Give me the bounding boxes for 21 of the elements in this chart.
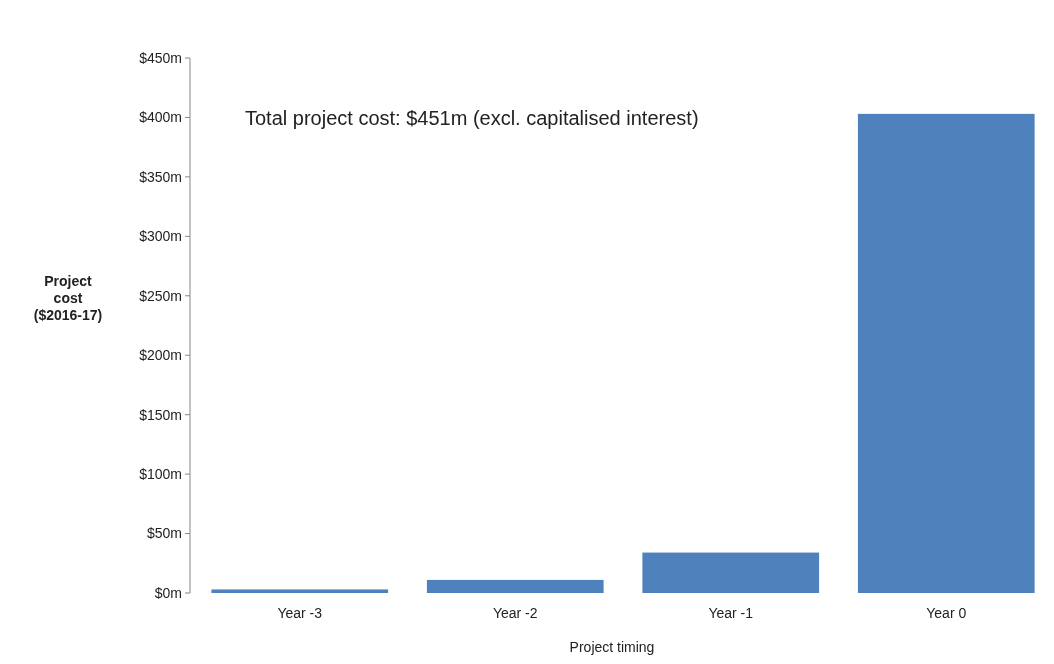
y-tick-label: $50m [146,525,182,542]
x-axis-title: Project timing [569,639,655,655]
y-tick-label: $250m [139,287,182,304]
y-tick-label: $450m [139,49,182,66]
y-tick-label: $200m [139,347,182,364]
y-tick-label: $350m [139,168,182,185]
x-tick-label: Year -1 [708,605,754,621]
bar [211,589,389,593]
bar [426,579,604,593]
y-tick-label: $400m [139,109,182,126]
y-tick-label: $300m [139,228,182,245]
bar [642,552,820,593]
y-axis-title: Project cost ($2016-17) [33,272,103,323]
y-tick-label: $100m [139,466,182,483]
x-tick-label: Year -3 [277,605,323,621]
x-tick-label: Year 0 [926,605,967,621]
y-tick-label: $150m [139,406,182,423]
y-tick-label: $0m [154,584,182,601]
bar [857,113,1035,593]
x-tick-label: Year -2 [492,605,538,621]
annotation: Total project cost: $451m (excl. capitalised interest) [245,107,699,129]
